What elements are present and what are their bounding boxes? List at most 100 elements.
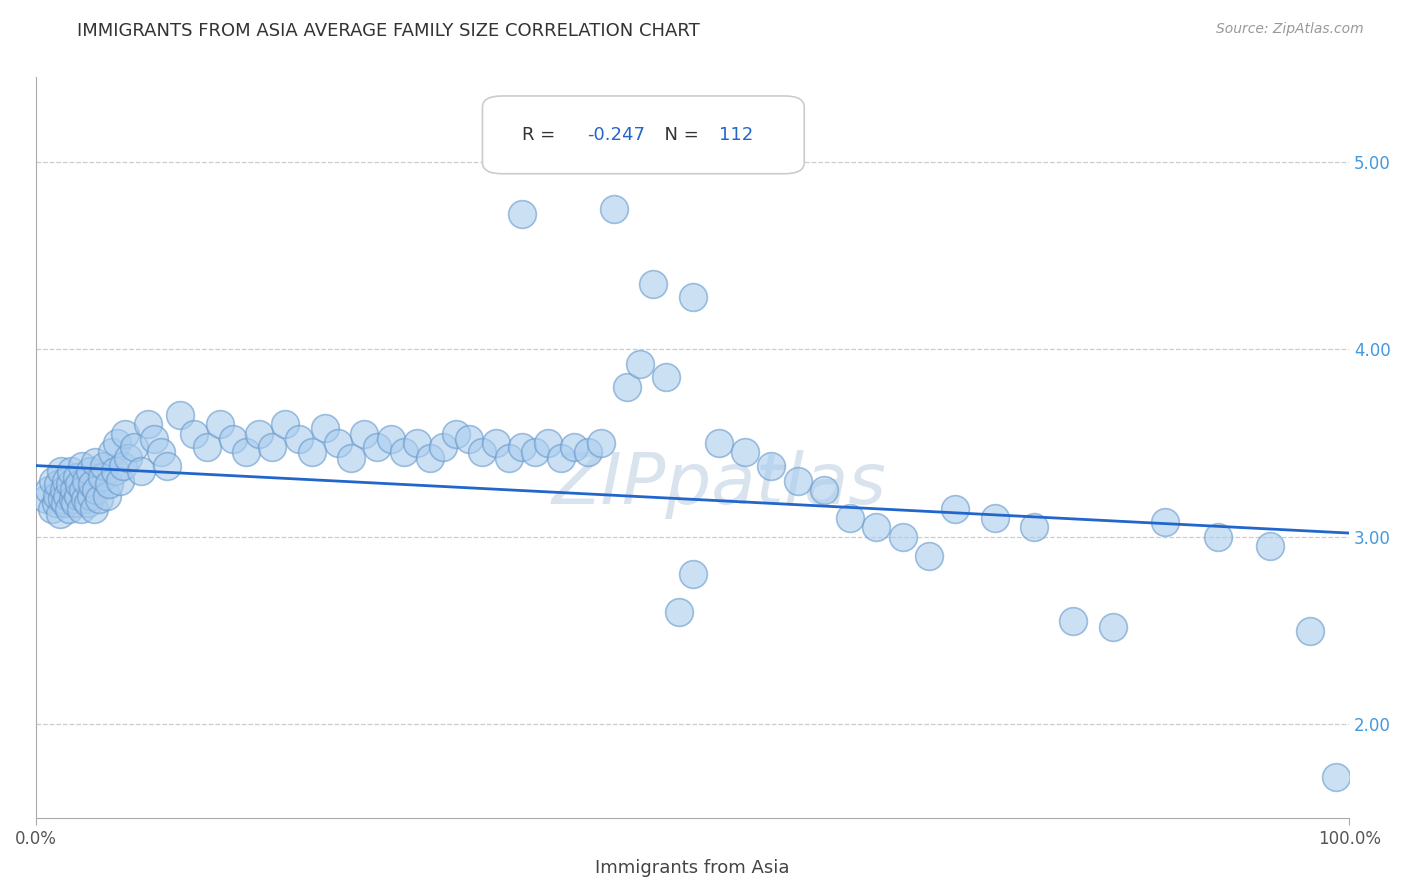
Point [62,492,84,507]
Point [65,496,87,510]
Point [49,464,72,478]
Point [53,496,76,510]
Point [86,483,108,497]
Point [510,440,533,454]
Point [183,426,205,441]
X-axis label: Immigrants from Asia: Immigrants from Asia [595,859,790,877]
Point [70,458,93,473]
Point [149,445,172,459]
Point [129,464,152,478]
Point [114,426,136,441]
Point [498,451,520,466]
Point [48,508,70,522]
Point [550,451,572,466]
Point [564,440,586,454]
Point [83,501,105,516]
Point [537,436,560,450]
Point [46,477,69,491]
Point [98,477,121,491]
Point [274,417,297,432]
Point [77,496,100,510]
Point [366,440,388,454]
Point [101,445,124,459]
Point [1102,620,1125,634]
Point [891,530,914,544]
Point [55,474,77,488]
Point [419,451,441,466]
Point [444,426,467,441]
Text: Source: ZipAtlas.com: Source: ZipAtlas.com [1216,22,1364,37]
Point [616,380,638,394]
Text: R =: R = [522,126,561,144]
Point [287,433,309,447]
Point [247,426,270,441]
Point [169,408,191,422]
Point [314,421,336,435]
Text: 112: 112 [718,126,754,144]
Point [45,496,67,510]
Point [51,492,73,507]
Point [59,477,82,491]
Point [405,436,427,450]
Point [458,433,481,447]
Point [108,474,131,488]
Point [69,501,91,516]
Point [943,501,966,516]
Point [66,470,89,484]
Point [589,436,612,450]
Point [1324,770,1347,784]
Point [87,492,110,507]
Point [52,483,75,497]
Point [392,445,415,459]
Point [195,440,218,454]
Point [60,464,83,478]
Point [326,436,349,450]
Point [510,207,533,221]
Point [73,492,96,507]
Point [208,417,231,432]
Point [136,417,159,432]
Point [105,436,128,450]
Point [111,458,134,473]
Point [90,470,112,484]
Point [628,357,651,371]
Point [75,474,97,488]
Point [58,501,80,516]
Point [839,511,862,525]
Text: N =: N = [654,126,704,144]
Point [84,455,107,469]
Point [983,511,1005,525]
Point [96,489,118,503]
Point [603,145,626,160]
Point [813,483,835,497]
Point [865,520,887,534]
Point [222,433,245,447]
Point [235,445,257,459]
Point [42,474,65,488]
Point [143,433,166,447]
Point [682,567,704,582]
Point [72,483,94,497]
Point [668,605,690,619]
Point [603,202,626,216]
Point [471,445,494,459]
Point [46,489,69,503]
Point [80,489,103,503]
Point [655,370,678,384]
Point [67,477,90,491]
Point [41,501,63,516]
Point [1022,520,1045,534]
Point [707,436,730,450]
Point [1206,530,1229,544]
Point [643,277,665,291]
Text: IMMIGRANTS FROM ASIA AVERAGE FAMILY SIZE CORRELATION CHART: IMMIGRANTS FROM ASIA AVERAGE FAMILY SIZE… [77,22,700,40]
Point [682,290,704,304]
Point [1062,614,1084,628]
Point [1299,624,1322,638]
Point [56,489,79,503]
Point [156,458,179,473]
FancyBboxPatch shape [482,96,804,174]
Point [1260,539,1282,553]
Point [82,477,104,491]
Point [104,464,127,478]
